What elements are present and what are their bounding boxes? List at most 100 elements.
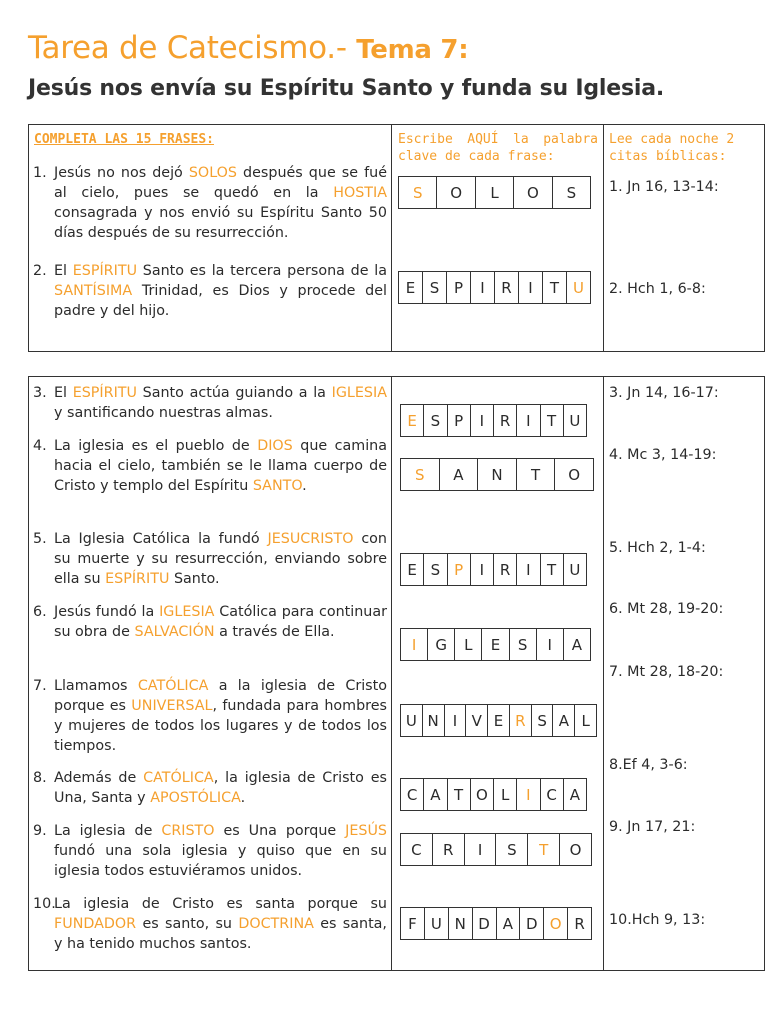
sentence-item: 1. Jesús no nos dejó SOLOS después que se…: [33, 163, 387, 243]
letter-box[interactable]: R: [510, 705, 532, 736]
letter-box[interactable]: S: [399, 177, 438, 208]
sentence-segment: El: [54, 385, 73, 401]
sentence-text: Jesús no nos dejó SOLOS después que se f…: [54, 163, 387, 243]
letter-box[interactable]: F: [401, 908, 425, 939]
letter-box[interactable]: P: [448, 554, 471, 585]
highlighted-keyword: FUNDADOR: [54, 916, 137, 932]
letter-box[interactable]: N: [423, 705, 445, 736]
sentence-segment: Trinidad, es Dios y procede del padre y …: [54, 283, 387, 319]
letter-box[interactable]: D: [473, 908, 497, 939]
letter-box[interactable]: U: [401, 705, 423, 736]
letter-box[interactable]: T: [543, 272, 567, 303]
sentence-text: La iglesia es el pueblo de DIOS que cami…: [54, 436, 387, 496]
letter-box[interactable]: O: [568, 465, 581, 484]
letter-box[interactable]: E: [488, 705, 510, 736]
letter-box[interactable]: S: [510, 629, 537, 660]
sentence-segment: .: [240, 790, 246, 806]
sentence-segment: La iglesia es el pueblo de: [54, 438, 258, 454]
letter-box[interactable]: O: [471, 779, 494, 810]
letter-box[interactable]: E: [482, 629, 510, 660]
letter-box[interactable]: I: [517, 779, 541, 810]
letter-box[interactable]: I: [517, 405, 541, 436]
letter-box[interactable]: E: [401, 405, 425, 436]
letter-box[interactable]: I: [471, 405, 494, 436]
letter-box[interactable]: T: [448, 779, 471, 810]
sentence-text: La iglesia de Cristo es santa porque su …: [54, 894, 387, 954]
letter-box[interactable]: I: [471, 272, 495, 303]
letter-box[interactable]: L: [476, 177, 515, 208]
highlighted-keyword: DIOS: [257, 438, 293, 454]
highlighted-keyword: SANTÍSIMA: [54, 283, 133, 299]
letter-box[interactable]: L: [455, 629, 483, 660]
letter-box[interactable]: E: [401, 554, 425, 585]
sentence-text: El ESPÍRITU Santo actúa guiando a la IGL…: [54, 383, 387, 423]
bible-citation: 9. Jn 17, 21:: [609, 819, 696, 835]
letter-box[interactable]: A: [497, 908, 521, 939]
letter-box[interactable]: R: [495, 272, 519, 303]
letter-box[interactable]: T: [541, 405, 564, 436]
bible-citation: 5. Hch 2, 1-4:: [609, 540, 706, 556]
letter-box[interactable]: R: [494, 405, 518, 436]
letter-box[interactable]: T: [517, 459, 556, 490]
letter-box[interactable]: O: [514, 177, 553, 208]
sentence-segment: es santa, y ha tenido muchos santos.: [54, 916, 387, 952]
letter-box[interactable]: S: [532, 705, 554, 736]
letter-box[interactable]: U: [425, 908, 449, 939]
sentence-segment: La iglesia de Cristo es santa porque su: [54, 896, 387, 912]
letter-box[interactable]: U: [569, 560, 581, 579]
letter-box[interactable]: T: [541, 554, 564, 585]
letter-box[interactable]: O: [569, 840, 582, 859]
sentence-segment: La Iglesia Católica la fundó: [54, 531, 268, 547]
letter-box[interactable]: U: [569, 411, 581, 430]
letter-box[interactable]: C: [401, 834, 433, 865]
sentence-text: Jesús fundó la IGLESIA Católica para con…: [54, 602, 387, 642]
letter-box[interactable]: S: [566, 183, 577, 202]
letter-box[interactable]: I: [519, 272, 543, 303]
sentence-item: 3. El ESPÍRITU Santo actúa guiando a la I…: [33, 383, 387, 423]
letter-box[interactable]: G: [428, 629, 456, 660]
letter-box[interactable]: S: [424, 554, 448, 585]
letter-box[interactable]: T: [528, 834, 561, 865]
letter-box[interactable]: P: [448, 405, 471, 436]
letter-box[interactable]: S: [496, 834, 529, 865]
letter-box[interactable]: S: [424, 405, 448, 436]
sentence-segment: Santo es la tercera persona de la: [137, 263, 387, 279]
letter-box[interactable]: C: [541, 779, 564, 810]
letter-box[interactable]: P: [447, 272, 471, 303]
letter-box[interactable]: V: [466, 705, 489, 736]
letter-box[interactable]: A: [569, 785, 580, 804]
letter-box[interactable]: A: [440, 459, 479, 490]
letter-box[interactable]: U: [573, 278, 584, 297]
letter-box[interactable]: I: [465, 834, 497, 865]
letter-box[interactable]: N: [449, 908, 473, 939]
letter-box[interactable]: I: [471, 554, 494, 585]
letter-box[interactable]: L: [494, 779, 518, 810]
letter-box[interactable]: A: [553, 705, 576, 736]
letter-box[interactable]: S: [401, 459, 440, 490]
letter-box[interactable]: R: [494, 554, 518, 585]
letter-box[interactable]: R: [574, 914, 585, 933]
read-header: Lee cada noche 2 citas bíblicas:: [609, 132, 735, 164]
letter-box[interactable]: R: [433, 834, 465, 865]
letter-box[interactable]: D: [520, 908, 545, 939]
letter-box[interactable]: I: [537, 629, 564, 660]
letter-box[interactable]: S: [423, 272, 447, 303]
sentence-segment: que camina hacia el cielo, también se le…: [54, 438, 387, 494]
letter-box[interactable]: O: [437, 177, 476, 208]
letter-box[interactable]: I: [517, 554, 541, 585]
sentence-segment: Santo actúa guiando a la: [136, 385, 332, 401]
sentence-segment: es santo, su: [136, 916, 239, 932]
letter-box[interactable]: I: [401, 629, 429, 660]
letter-box[interactable]: N: [478, 459, 517, 490]
letter-box[interactable]: L: [581, 711, 590, 730]
letter-box[interactable]: A: [571, 635, 583, 654]
highlighted-keyword: CATÓLICA: [137, 678, 209, 694]
letter-box[interactable]: A: [424, 779, 448, 810]
highlighted-keyword: SANTO: [252, 478, 303, 494]
highlighted-keyword: DOCTRINA: [238, 916, 314, 932]
letter-box[interactable]: C: [401, 779, 425, 810]
letter-box[interactable]: E: [399, 272, 423, 303]
letter-box[interactable]: I: [445, 705, 467, 736]
letter-box[interactable]: O: [544, 908, 569, 939]
